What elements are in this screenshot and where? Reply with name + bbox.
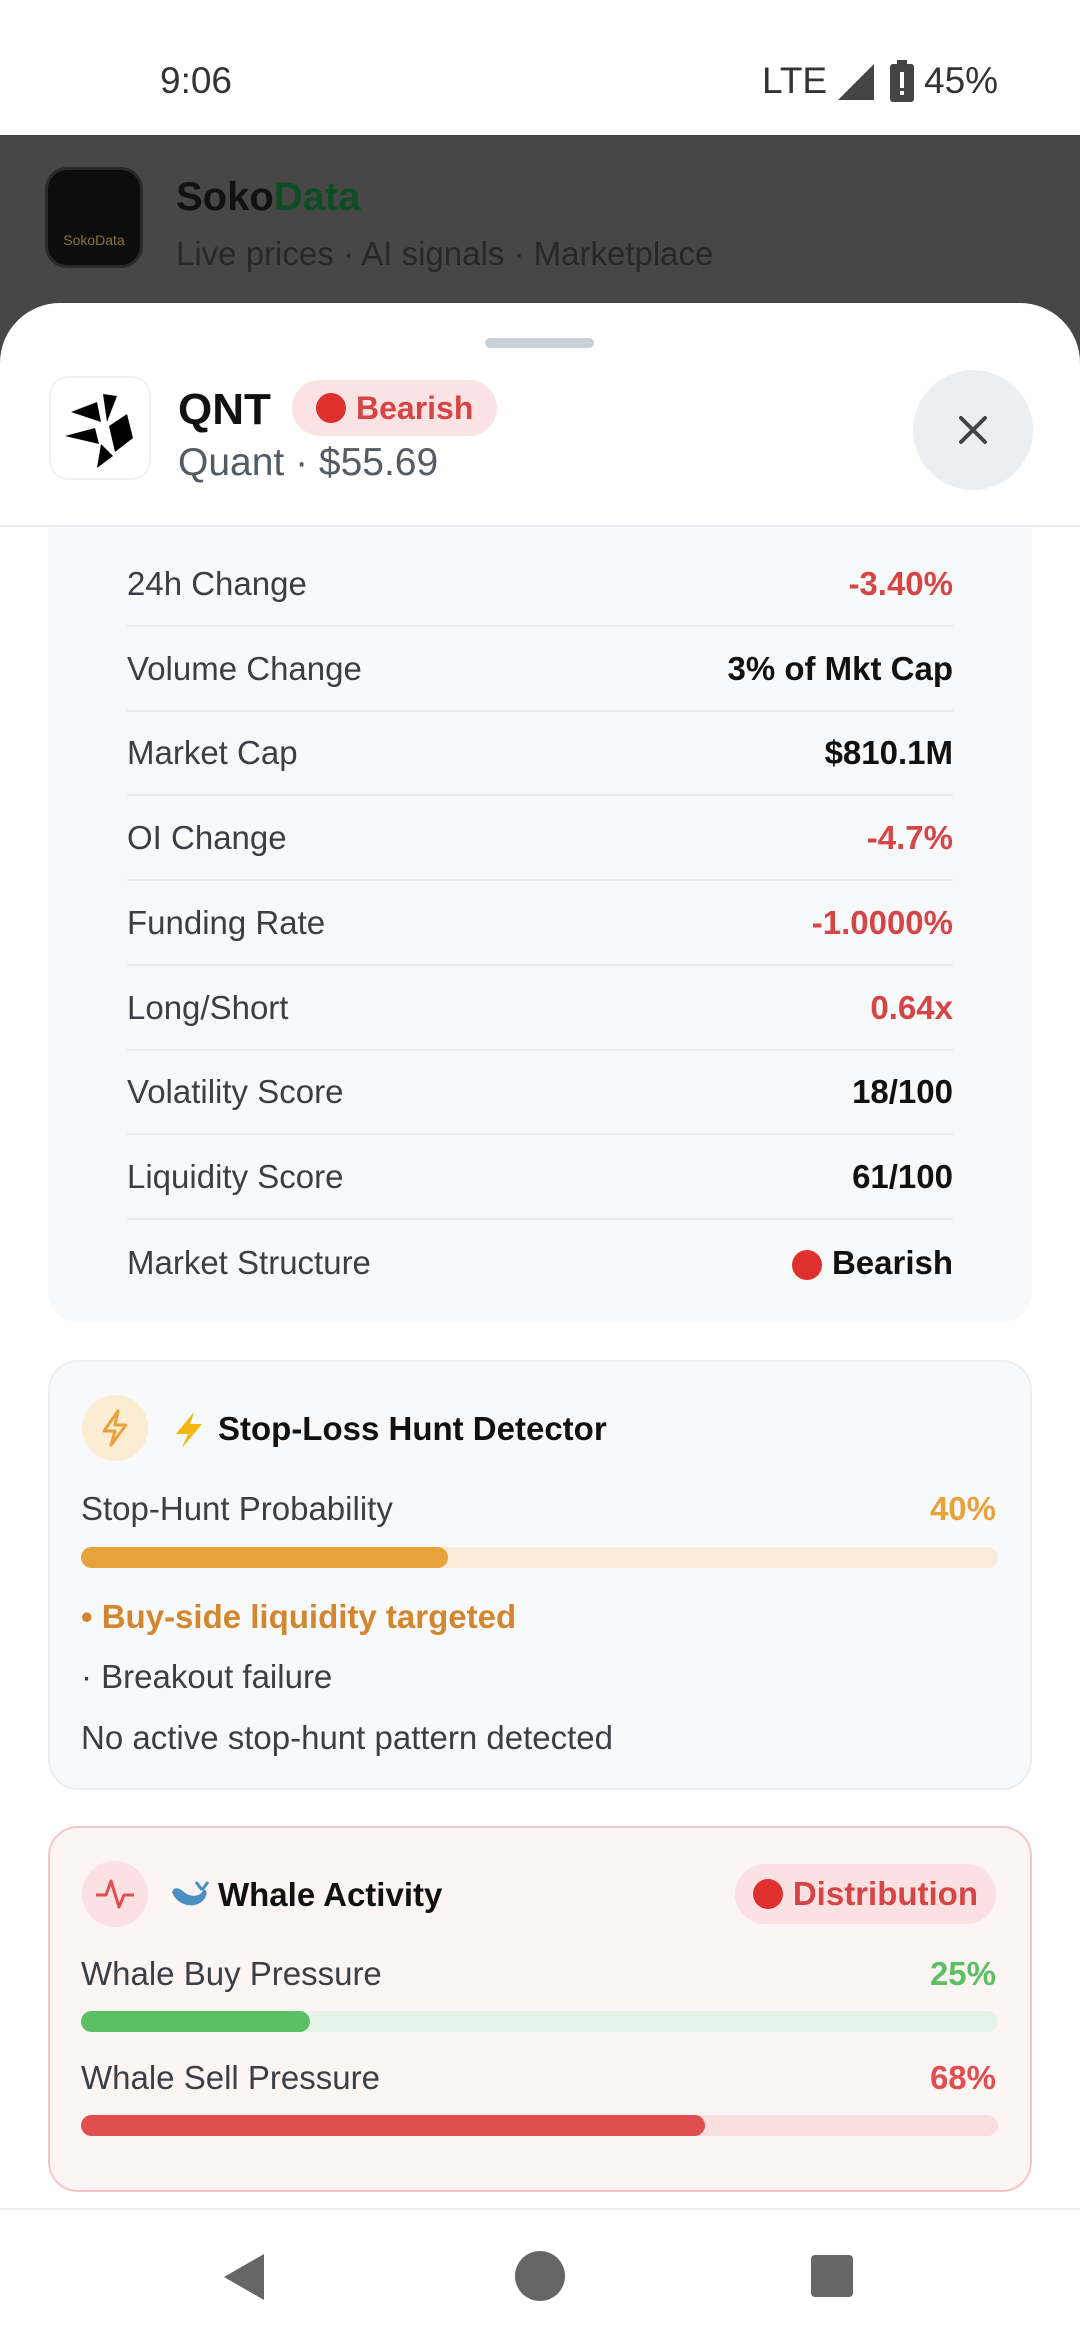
app-logo: SokoData (45, 167, 143, 268)
note: · Breakout failure (81, 1658, 333, 1695)
metric-value: 18/100 (852, 1073, 953, 1111)
logo-text: SokoData (63, 232, 125, 248)
whale-title: Whale Activity (218, 1876, 443, 1913)
probability-label: Stop-Hunt Probability (81, 1490, 393, 1527)
metric-label: Volatility Score (127, 1073, 344, 1111)
recents-button[interactable] (810, 2254, 854, 2298)
divider (0, 525, 1080, 527)
nav-bar (0, 2208, 1080, 2340)
metric-row: Volume Change 3% of Mkt Cap (127, 628, 953, 712)
close-icon (959, 416, 987, 444)
metric-label: OI Change (127, 819, 287, 857)
app-subtitle: Live prices · AI signals · Marketplace (176, 235, 714, 272)
pressure-bar (81, 2115, 705, 2136)
metric-value: -3.40% (848, 565, 953, 603)
pressure-value: 68% (929, 2059, 996, 2096)
coin-icon (49, 376, 151, 480)
whale-icon (82, 1861, 148, 1927)
probability-bar (81, 1547, 448, 1568)
bottom-sheet: QNT Bearish Quant · $55.69 24h Change -3.… (0, 303, 1080, 2208)
brand-part: Soko (176, 175, 274, 219)
brand: SokoData (176, 175, 361, 220)
time: 9:06 (160, 60, 233, 101)
metric-row: Volatility Score 18/100 (127, 1051, 953, 1136)
metric-row: Market Structure Bearish (127, 1221, 953, 1305)
home-button[interactable] (514, 2250, 566, 2302)
pressure-track (81, 2011, 998, 2032)
bolt-emoji (176, 1412, 202, 1448)
bolt-icon (102, 1409, 128, 1447)
brand-part: Data (273, 175, 361, 219)
metric-value: -1.0000% (812, 904, 953, 942)
close-button[interactable] (913, 370, 1033, 490)
drag-handle[interactable] (485, 338, 594, 348)
metric-value: Bearish (791, 1243, 953, 1282)
distribution-icon (752, 1879, 783, 1909)
metric-label: Liquidity Score (127, 1157, 344, 1195)
metric-label: Market Structure (127, 1243, 371, 1281)
badge-text: Distribution (792, 1875, 978, 1912)
battery-icon (890, 60, 914, 102)
metric-value-text: Bearish (831, 1243, 953, 1281)
metric-row: Long/Short 0.64x (127, 967, 953, 1051)
whale-emoji (172, 1881, 210, 1906)
metric-row: Funding Rate -1.0000% (127, 882, 953, 966)
metric-row: Market Cap $810.1M (127, 712, 953, 797)
metric-value: 61/100 (852, 1158, 953, 1196)
metric-label: Funding Rate (127, 903, 326, 941)
signal-icon (838, 64, 874, 100)
status-bar: 9:06 LTE 45% (0, 0, 1080, 135)
metric-value: 3% of Mkt Cap (727, 650, 953, 688)
probability-track (81, 1547, 998, 1568)
stop-hunt-card: Stop-Loss Hunt Detector Stop-Hunt Probab… (48, 1360, 1032, 1790)
metric-label: Long/Short (127, 988, 289, 1026)
metric-value-text: 3% of Mkt Cap (727, 649, 953, 687)
metric-row: 24h Change -3.40% (127, 543, 953, 627)
sentiment-badge: Bearish (292, 380, 498, 436)
metric-label: Market Cap (127, 734, 298, 772)
pressure-bar (81, 2011, 311, 2032)
metric-value: 0.64x (870, 989, 953, 1027)
probability-value: 40% (929, 1490, 996, 1527)
metric-row: OI Change -4.7% (127, 797, 953, 882)
metric-value-text: -1.0000% (811, 903, 953, 941)
signal: • Buy-side liquidity targeted (81, 1598, 517, 1635)
pressure-track (81, 2115, 998, 2136)
coin-logo (65, 394, 133, 468)
pulse-icon (96, 1879, 134, 1909)
metric-value: $810.1M (825, 734, 953, 772)
bearish-icon (791, 1249, 822, 1280)
metric-value-text: -4.7% (866, 819, 953, 857)
stop-hunt-title: Stop-Loss Hunt Detector (218, 1410, 607, 1447)
symbol: QNT (178, 385, 271, 434)
battery: 45% (924, 60, 999, 101)
badge-text: Bearish (356, 389, 474, 426)
network: LTE (762, 60, 828, 101)
whale-card: Whale Activity Distribution Whale Buy Pr… (48, 1826, 1032, 2192)
metric-label: Volume Change (127, 649, 362, 687)
metric-value-text: 18/100 (852, 1073, 953, 1111)
metric-value: -4.7% (867, 819, 953, 857)
whale-badge: Distribution (734, 1864, 996, 1924)
status: No active stop-hunt pattern detected (81, 1719, 613, 1756)
metric-row: Liquidity Score 61/100 (127, 1136, 953, 1220)
metric-value-text: -3.40% (848, 565, 953, 602)
pressure-value: 25% (929, 1955, 996, 1992)
metrics-card: 24h Change -3.40% Volume Change 3% of Mkt C… (48, 527, 1032, 1322)
stop-hunt-icon (82, 1395, 148, 1461)
bearish-icon (316, 393, 346, 423)
pressure-label: Whale Buy Pressure (81, 1955, 382, 1992)
metric-value-text: 61/100 (852, 1157, 953, 1195)
pressure-label: Whale Sell Pressure (81, 2059, 380, 2096)
metric-value-text: 0.64x (870, 988, 953, 1026)
back-button[interactable] (220, 2252, 270, 2302)
coin-subtitle: Quant · $55.69 (178, 441, 439, 484)
metric-label: 24h Change (127, 565, 307, 602)
metric-value-text: $810.1M (824, 734, 953, 772)
